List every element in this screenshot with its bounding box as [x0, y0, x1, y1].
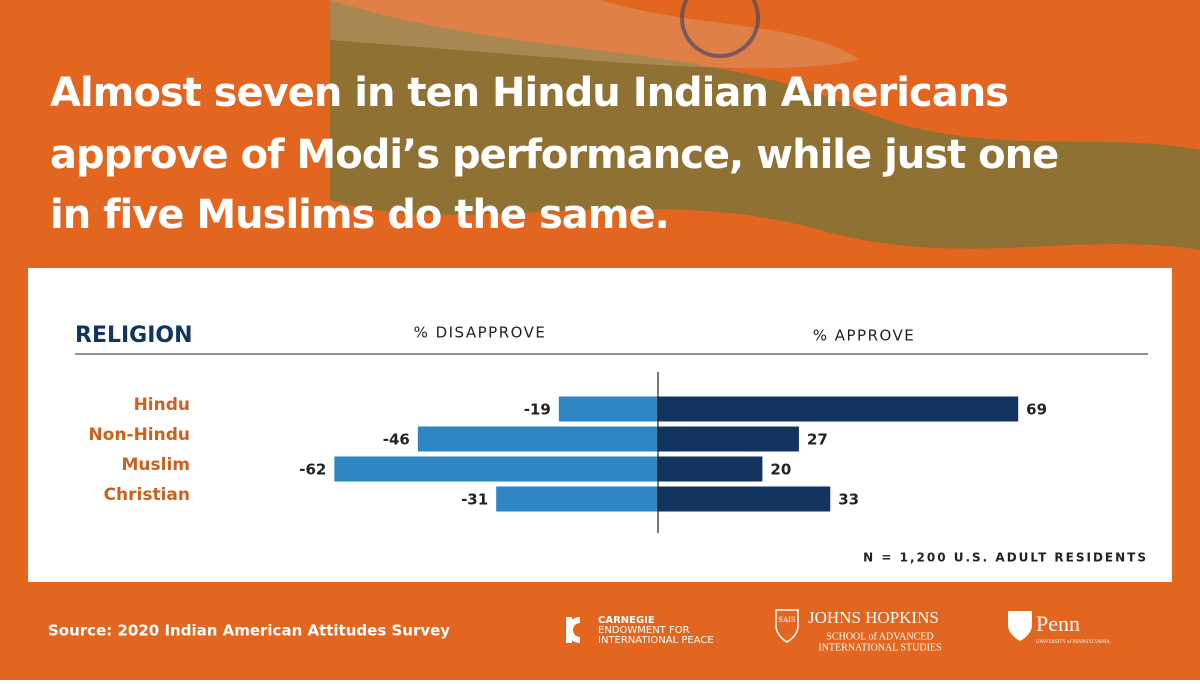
title-line: approve of Modi’s performance, while jus…	[50, 132, 1058, 178]
category-label: Non-Hindu	[89, 425, 191, 445]
flag-decor	[330, 0, 860, 69]
value-label: 33	[838, 491, 859, 509]
chakra-decor	[680, 0, 760, 58]
category-label: Muslim	[121, 455, 190, 475]
title-line: in five Muslims do the same.	[50, 192, 669, 238]
value-label: -31	[461, 491, 488, 509]
title-line: Almost seven in ten Hindu Indian America…	[50, 70, 1008, 116]
value-label: 27	[807, 431, 828, 449]
value-label: -62	[299, 461, 326, 479]
carnegie-icon	[566, 617, 572, 643]
source: Source: 2020 Indian American Attitudes S…	[48, 622, 450, 640]
penn-shield	[1008, 611, 1032, 641]
bar	[658, 396, 1019, 422]
value-label: -46	[383, 431, 410, 449]
logo-text: ENDOWMENT FOR	[598, 625, 690, 636]
value-label: 69	[1026, 401, 1047, 419]
sample-note: N = 1,200 U.S. ADULT RESIDENTS	[863, 551, 1148, 565]
chart-panel	[28, 268, 1172, 582]
bar	[558, 396, 658, 422]
logo-text: CARNEGIE	[598, 615, 655, 626]
series-header: % APPROVE	[813, 327, 916, 345]
logo-text: INTERNATIONAL STUDIES	[818, 642, 941, 653]
value-label: -19	[524, 401, 551, 419]
value-label: 20	[770, 461, 791, 479]
category-label: Hindu	[134, 395, 190, 415]
category-header: RELIGION	[75, 323, 193, 348]
bar	[334, 456, 658, 482]
logo-text: Penn	[1036, 611, 1080, 636]
bar	[658, 456, 763, 482]
logo-text: SAIS	[778, 616, 796, 624]
logo-text: JOHNS HOPKINS	[808, 608, 939, 627]
series-header: % DISAPPROVE	[414, 324, 547, 342]
bar	[417, 426, 658, 452]
flag-decor	[330, 0, 1200, 250]
logo-text: UNIVERSITY of PENNSYLVANIA	[1036, 640, 1110, 645]
category-label: Christian	[104, 485, 190, 505]
sais-shield	[775, 609, 799, 643]
bar	[658, 426, 799, 452]
bar	[496, 486, 658, 512]
logo-text: SCHOOL of ADVANCED	[826, 631, 933, 642]
bar	[658, 486, 831, 512]
logo-text: INTERNATIONAL PEACE	[598, 635, 714, 646]
